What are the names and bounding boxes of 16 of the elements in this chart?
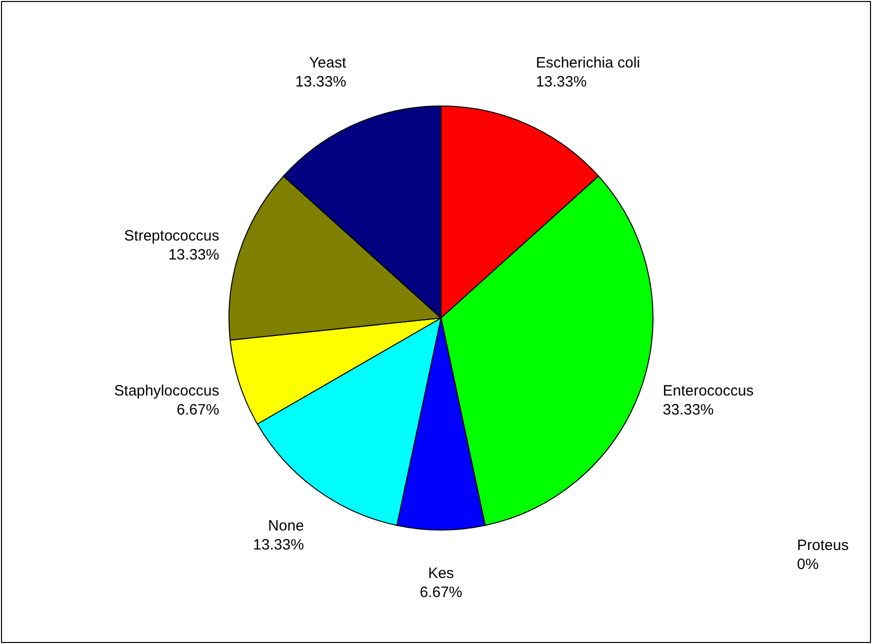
data-label: 13.33% bbox=[253, 536, 304, 554]
data-label: 13.33% bbox=[295, 73, 346, 90]
data-label: 6.67% bbox=[176, 401, 220, 418]
data-label: 13.33% bbox=[536, 73, 587, 90]
data-label: 33.33% bbox=[662, 401, 714, 418]
data-label: 6.67% bbox=[420, 584, 462, 602]
text: 0% bbox=[797, 556, 819, 573]
slice-label: Yeast bbox=[309, 54, 347, 72]
slice-label: Streptococcus bbox=[124, 228, 220, 245]
slice-label: Kes bbox=[428, 565, 454, 582]
slice-label: Escherichia coli bbox=[536, 54, 640, 72]
category-label: Proteus bbox=[797, 537, 849, 554]
slice-label: Staphylococcus bbox=[114, 382, 220, 400]
slice-label: Enterococcus bbox=[662, 382, 754, 400]
slice-label: None bbox=[268, 517, 304, 534]
data-label: 13.33% bbox=[168, 246, 220, 264]
